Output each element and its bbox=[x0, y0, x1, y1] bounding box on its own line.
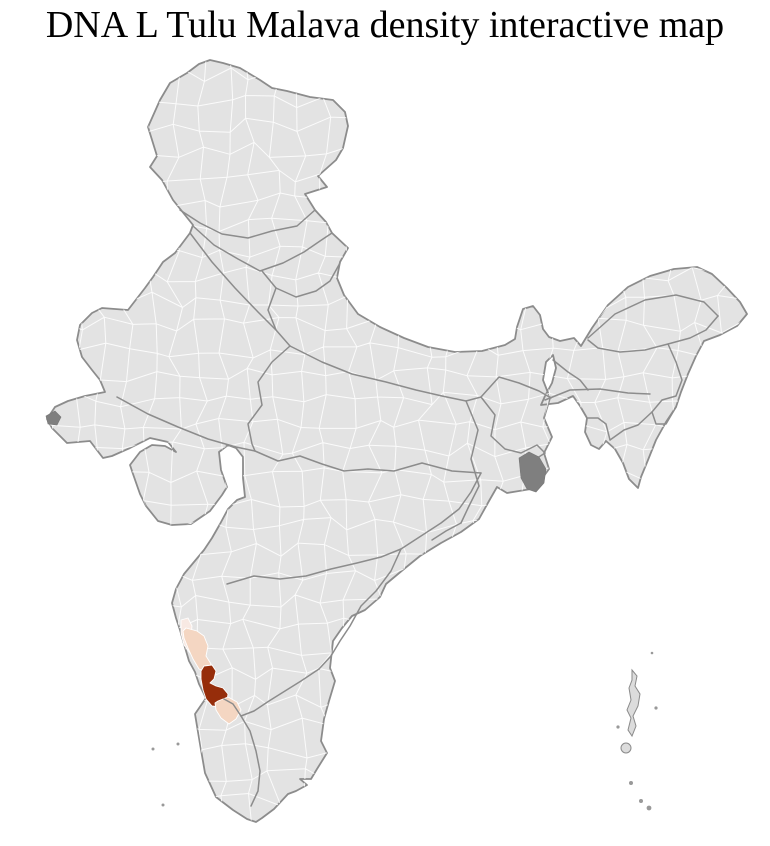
density-district-medium-south[interactable] bbox=[214, 696, 242, 725]
kutch-marsh-patch bbox=[45, 410, 62, 426]
page-title: DNA L Tulu Malava density interactive ma… bbox=[45, 4, 725, 46]
density-highlight-districts bbox=[180, 617, 242, 725]
andaman-nicobar-islands bbox=[616, 651, 658, 811]
sundarbans-delta-patch bbox=[518, 451, 547, 493]
state-boundaries bbox=[116, 209, 719, 807]
lakshadweep-islands bbox=[151, 742, 180, 807]
india-landmass[interactable] bbox=[46, 59, 748, 823]
